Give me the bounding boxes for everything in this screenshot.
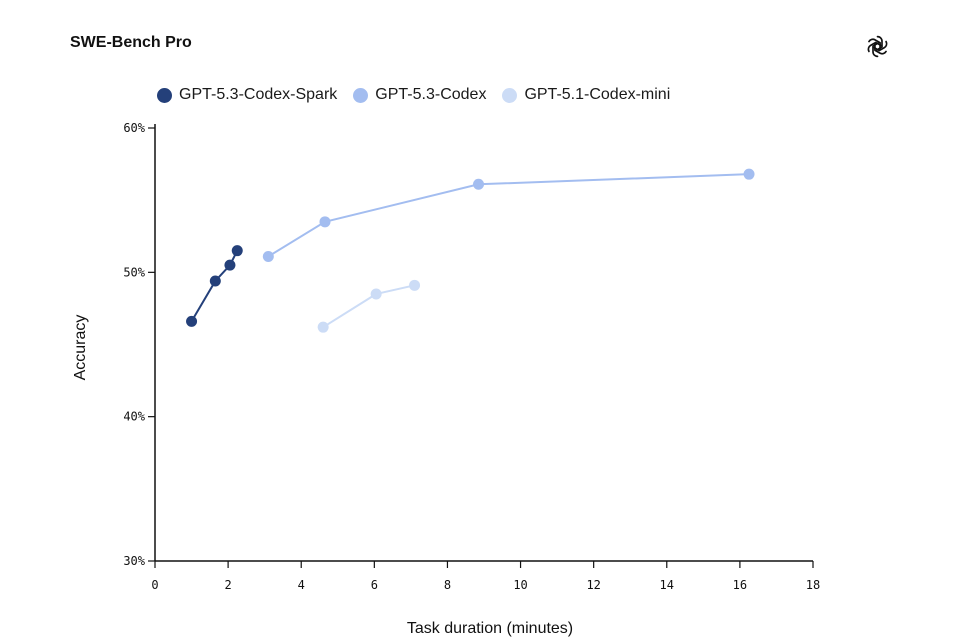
x-tick-label: 18: [806, 578, 820, 592]
legend-label-codex: GPT-5.3-Codex: [375, 86, 487, 103]
data-point: [224, 259, 236, 271]
x-tick-label: 0: [151, 578, 158, 592]
x-tick-label: 16: [733, 578, 747, 592]
chart-legend: GPT-5.3-Codex-Spark GPT-5.3-Codex GPT-5.…: [157, 86, 686, 104]
series-line-1: [267, 173, 750, 258]
data-point: [473, 178, 485, 190]
legend-item-mini: GPT-5.1-Codex-mini: [502, 86, 670, 104]
legend-marker-codex: [353, 87, 369, 103]
y-tick-label: 30%: [123, 554, 145, 568]
x-tick-label: 8: [444, 578, 451, 592]
openai-logo-icon: [867, 35, 888, 58]
legend-label-spark: GPT-5.3-Codex-Spark: [179, 86, 338, 103]
x-tick-label: 14: [660, 578, 674, 592]
legend-marker-spark: [157, 87, 172, 103]
data-point: [209, 275, 221, 287]
series-line-0: [190, 250, 239, 322]
data-point: [231, 245, 243, 257]
y-tick-label: 60%: [123, 121, 145, 135]
x-tick-label: 6: [371, 578, 378, 592]
x-tick-label: 4: [298, 578, 305, 592]
data-point: [319, 216, 331, 228]
data-point: [370, 288, 382, 300]
data-point: [262, 250, 274, 262]
data-point: [317, 321, 329, 333]
data-point: [186, 315, 198, 327]
x-tick-label: 10: [513, 578, 527, 592]
x-tick-label: 12: [586, 578, 600, 592]
x-axis-label: Task duration (minutes): [407, 620, 573, 637]
y-axis-label: Accuracy: [72, 315, 89, 381]
data-point: [409, 279, 421, 291]
legend-label-mini: GPT-5.1-Codex-mini: [524, 86, 671, 103]
legend-marker-mini: [502, 87, 518, 103]
series-line-2: [322, 284, 415, 329]
legend-item-spark: GPT-5.3-Codex-Spark: [157, 86, 337, 104]
x-tick-label: 2: [224, 578, 231, 592]
y-tick-label: 40%: [123, 410, 145, 424]
data-point: [743, 168, 755, 180]
chart-title: SWE-Bench Pro: [70, 34, 192, 51]
y-tick-label: 50%: [123, 265, 145, 279]
legend-item-codex: GPT-5.3-Codex: [353, 86, 486, 104]
